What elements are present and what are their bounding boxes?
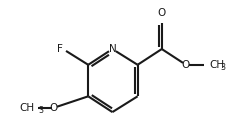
Text: N: N <box>108 44 116 54</box>
Text: F: F <box>57 44 63 54</box>
Text: O: O <box>182 60 190 70</box>
Text: O: O <box>158 7 166 18</box>
Text: CH: CH <box>19 103 34 113</box>
Text: 3: 3 <box>220 63 225 72</box>
Text: O: O <box>50 103 58 113</box>
Text: CH: CH <box>209 60 224 70</box>
Text: 3: 3 <box>39 106 44 115</box>
